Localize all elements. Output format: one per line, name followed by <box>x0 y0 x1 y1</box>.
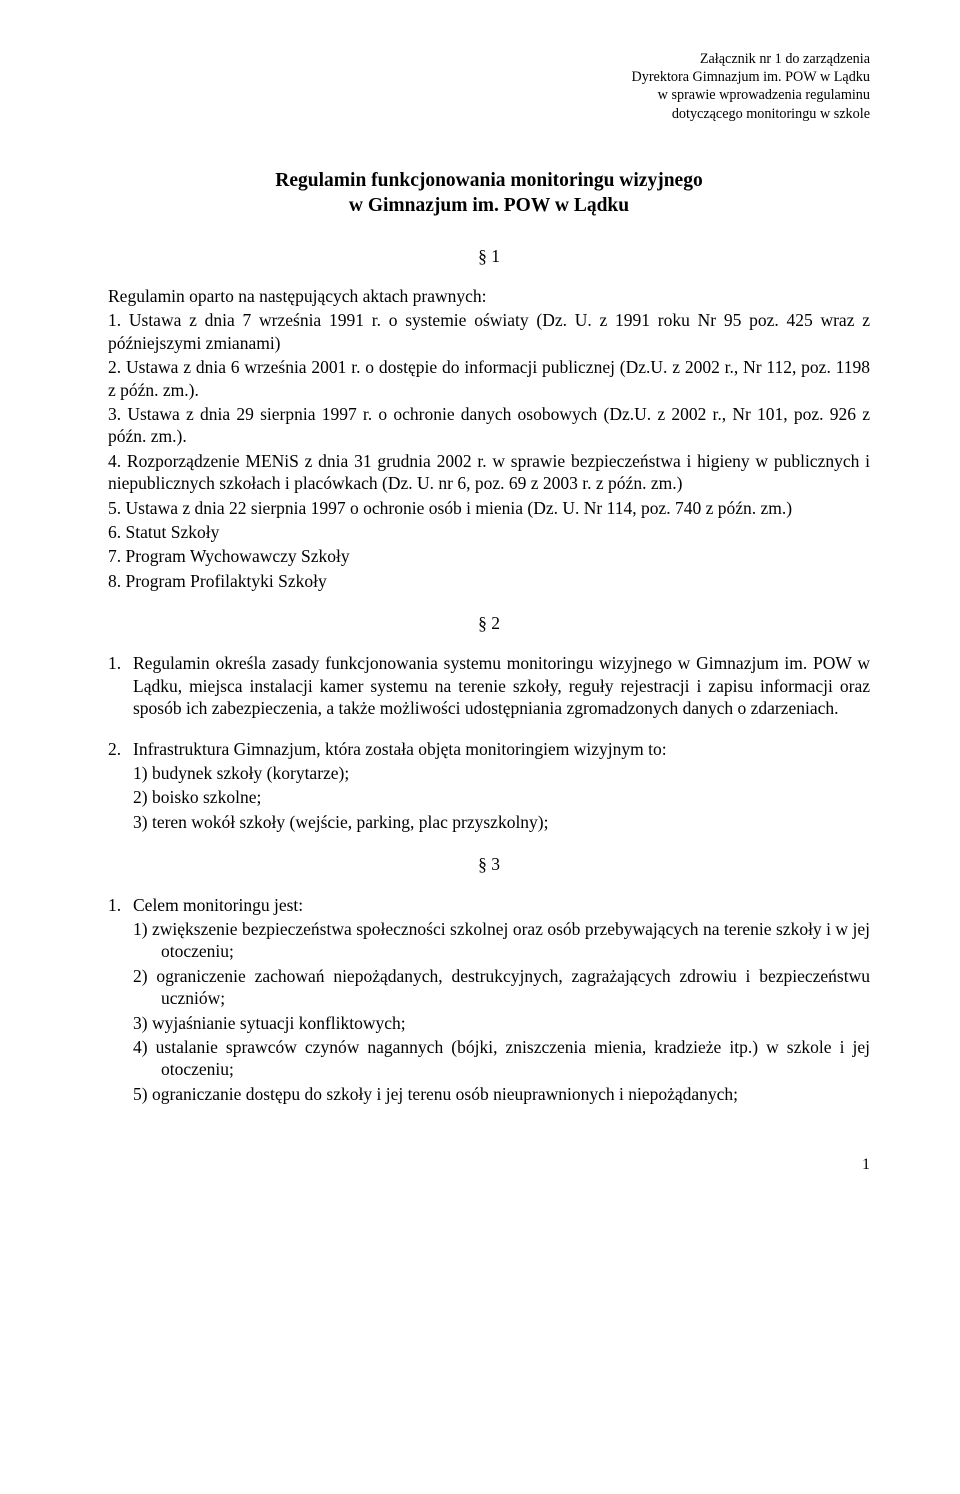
section-1-item-6: 6. Statut Szkoły <box>108 521 870 543</box>
section-2-point-1-text: Regulamin określa zasady funkcjonowania … <box>133 653 870 718</box>
section-3-point-1-num: 1. <box>108 894 133 916</box>
header-line-4: dotyczącego monitoringu w szkole <box>108 105 870 123</box>
section-3-sub-1: 1) zwiększenie bezpieczeństwa społecznoś… <box>133 918 870 963</box>
header-line-3: w sprawie wprowadzenia regulaminu <box>108 86 870 104</box>
section-1-item-4: 4. Rozporządzenie MENiS z dnia 31 grudni… <box>108 450 870 495</box>
section-3-sub-3: 3) wyjaśnianie sytuacji konfliktowych; <box>133 1012 870 1034</box>
section-1-item-1: 1. Ustawa z dnia 7 września 1991 r. o sy… <box>108 309 870 354</box>
section-3-number: § 3 <box>108 853 870 875</box>
section-2-point-2-text: Infrastruktura Gimnazjum, która została … <box>133 739 667 759</box>
section-1-item-5: 5. Ustawa z dnia 22 sierpnia 1997 o ochr… <box>108 497 870 519</box>
section-3-sub-5: 5) ograniczanie dostępu do szkoły i jej … <box>133 1083 870 1105</box>
section-3-point-1-text: Celem monitoringu jest: <box>133 895 303 915</box>
document-title: Regulamin funkcjonowania monitoringu wiz… <box>108 169 870 219</box>
section-3-sub-2: 2) ograniczenie zachowań niepożądanych, … <box>133 965 870 1010</box>
section-2-sublist: 1) budynek szkoły (korytarze); 2) boisko… <box>108 762 870 833</box>
section-3-sub-4: 4) ustalanie sprawców czynów nagannych (… <box>133 1036 870 1081</box>
section-1-number: § 1 <box>108 245 870 267</box>
section-1-item-7: 7. Program Wychowawczy Szkoły <box>108 545 870 567</box>
section-2-sub-1: 1) budynek szkoły (korytarze); <box>133 762 870 784</box>
section-1-intro: Regulamin oparto na następujących aktach… <box>108 285 870 307</box>
section-2-sub-2: 2) boisko szkolne; <box>133 786 870 808</box>
attachment-header: Załącznik nr 1 do zarządzenia Dyrektora … <box>108 50 870 123</box>
header-line-1: Załącznik nr 1 do zarządzenia <box>108 50 870 68</box>
section-2-point-2-num: 2. <box>108 738 133 760</box>
section-2-number: § 2 <box>108 612 870 634</box>
title-line-2: w Gimnazjum im. POW w Lądku <box>108 194 870 219</box>
section-2-point-1: 1.Regulamin określa zasady funkcjonowani… <box>108 652 870 719</box>
section-3-point-1: 1.Celem monitoringu jest: <box>108 894 870 916</box>
section-1-item-8: 8. Program Profilaktyki Szkoły <box>108 570 870 592</box>
page-number: 1 <box>108 1155 870 1175</box>
header-line-2: Dyrektora Gimnazjum im. POW w Lądku <box>108 68 870 86</box>
section-3-sublist: 1) zwiększenie bezpieczeństwa społecznoś… <box>108 918 870 1105</box>
title-line-1: Regulamin funkcjonowania monitoringu wiz… <box>108 169 870 194</box>
section-1-item-3: 3. Ustawa z dnia 29 sierpnia 1997 r. o o… <box>108 403 870 448</box>
section-2-point-2: 2.Infrastruktura Gimnazjum, która został… <box>108 738 870 760</box>
section-1-item-2: 2. Ustawa z dnia 6 września 2001 r. o do… <box>108 356 870 401</box>
section-2-point-1-num: 1. <box>108 652 133 674</box>
section-2-sub-3: 3) teren wokół szkoły (wejście, parking,… <box>133 811 870 833</box>
